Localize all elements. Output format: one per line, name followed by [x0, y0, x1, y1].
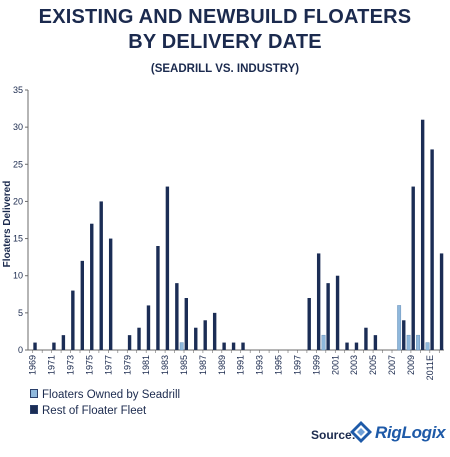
- bar-rest: [203, 320, 207, 350]
- bar-rest: [326, 283, 330, 350]
- bar-rest: [430, 149, 434, 350]
- bar-rest: [241, 342, 245, 350]
- bar-seadrill: [397, 305, 402, 351]
- bar-seadrill: [425, 342, 430, 351]
- x-tick-label: 1993: [255, 355, 265, 375]
- legend-swatch-seadrill: [30, 389, 38, 398]
- bar-rest: [316, 253, 321, 350]
- x-tick-label: 2007: [387, 355, 397, 375]
- chart-title-line-2: BY DELIVERY DATE: [128, 31, 322, 53]
- bar-rest: [99, 201, 103, 350]
- y-tick-label: 35: [13, 85, 23, 95]
- x-tick-label: 1999: [311, 355, 321, 375]
- bar-rest: [108, 238, 113, 350]
- x-tick-label: 2001: [330, 355, 340, 375]
- x-tick-label: 2005: [368, 355, 378, 375]
- x-tick-label: 1991: [236, 355, 246, 375]
- x-tick-label: 1997: [292, 355, 302, 375]
- bar-rest: [71, 290, 75, 350]
- bar-chart: 0 5 10 15 20 25 30 35 Floaters Delivered 1969 1971…: [2, 85, 444, 380]
- x-tick-label: 2009: [406, 355, 416, 375]
- bar-rest: [222, 342, 226, 350]
- bar-rest: [165, 186, 170, 350]
- riglogix-logo-icon: [350, 421, 372, 443]
- bar-seadrill: [179, 342, 184, 351]
- bar-rest: [364, 327, 368, 350]
- bar-rest: [411, 186, 415, 350]
- y-tick-label: 0: [18, 345, 23, 355]
- bar-rest: [335, 275, 340, 350]
- bar-seadrill: [416, 334, 420, 351]
- legend-label-seadrill: Floaters Owned by Seadrill: [42, 389, 181, 401]
- x-tick-label: 2011E: [425, 355, 435, 380]
- bar-rest: [146, 305, 151, 350]
- y-tick-label: 15: [13, 234, 23, 244]
- x-tick-label: 1995: [274, 355, 284, 375]
- x-tick-label: 1971: [47, 355, 57, 375]
- bar-rest: [90, 223, 94, 350]
- bar-rest: [373, 335, 378, 350]
- legend-label-rest: Rest of Floater Fleet: [42, 405, 147, 417]
- bar-rest: [33, 342, 37, 350]
- source-label: Source:: [311, 428, 356, 442]
- bar-rest: [80, 260, 84, 350]
- bar-rest: [184, 298, 188, 350]
- chart-subtitle: (SEADRILL VS. INDUSTRY): [150, 63, 300, 75]
- x-tick-label: 1983: [160, 355, 170, 375]
- bar-rest: [194, 327, 198, 350]
- bar-rest: [345, 342, 349, 350]
- y-tick-label: 25: [13, 159, 23, 169]
- legend-item-rest: Rest of Floater Fleet: [30, 405, 146, 417]
- y-tick-label: 30: [13, 122, 23, 132]
- bar-rest: [307, 298, 311, 350]
- y-tick-label: 20: [13, 196, 23, 206]
- x-tick-label: 1981: [141, 355, 151, 375]
- x-tick-label: 1969: [28, 355, 38, 375]
- chart-title-line-1: EXISTING AND NEWBUILD FLOATERS: [38, 6, 412, 28]
- bar-rest: [175, 283, 179, 350]
- x-tick-label: 1975: [84, 355, 94, 375]
- bar-seadrill: [321, 334, 326, 351]
- riglogix-logo: RigLogix: [349, 420, 446, 444]
- bar-rest: [354, 342, 359, 350]
- bar-seadrill: [406, 334, 411, 351]
- bar-rest: [61, 335, 66, 350]
- bar-rest: [231, 342, 236, 350]
- x-tick-label: 1973: [66, 355, 76, 375]
- x-tick-label: 1979: [122, 355, 132, 375]
- x-tick-label: 1977: [103, 355, 113, 375]
- bar-rest: [420, 119, 425, 350]
- bar-rest: [439, 253, 444, 350]
- bar-rest: [402, 320, 406, 350]
- bar-rest: [137, 327, 141, 350]
- y-tick-label: 10: [13, 271, 23, 281]
- riglogix-logo-text: RigLogix: [375, 423, 446, 442]
- y-axis-title: Floaters Delivered: [2, 181, 13, 268]
- x-tick-label: 2003: [349, 355, 359, 375]
- legend-item-seadrill: Floaters Owned by Seadrill: [30, 389, 180, 401]
- legend-swatch-rest: [30, 405, 38, 414]
- bar-rest: [156, 246, 160, 350]
- x-tick-label: 1989: [217, 355, 227, 375]
- x-tick-label: 1985: [179, 355, 189, 375]
- y-tick-label: 5: [18, 308, 23, 318]
- x-tick-label: 1987: [198, 355, 208, 375]
- bar-rest: [127, 335, 132, 350]
- bar-rest: [212, 312, 217, 350]
- bar-rest: [52, 342, 56, 350]
